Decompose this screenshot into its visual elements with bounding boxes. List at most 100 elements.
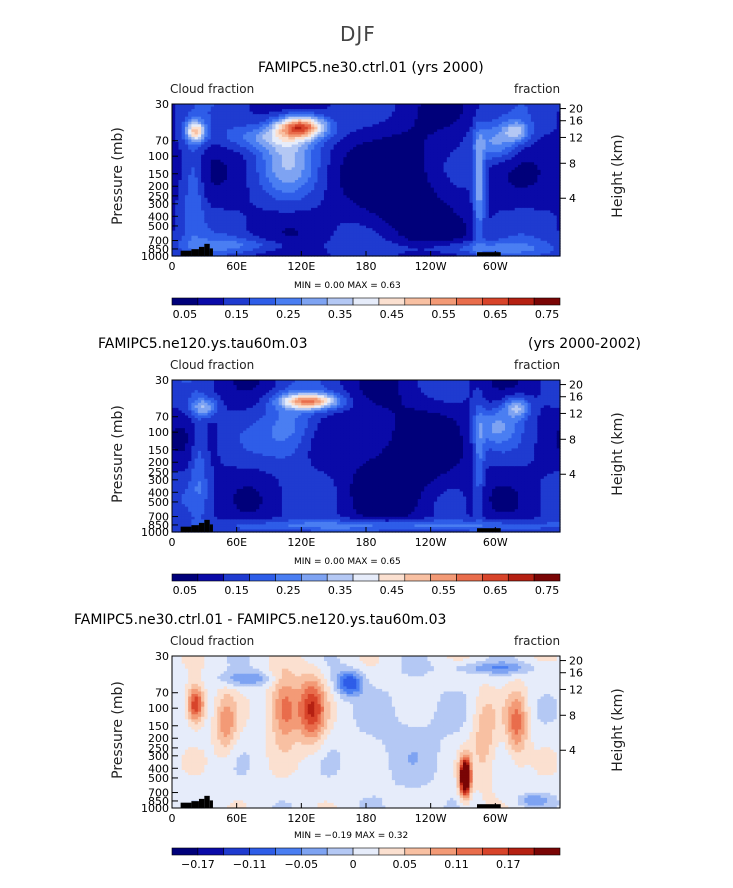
field-cell: [191, 228, 196, 232]
field-cell: [204, 104, 209, 108]
field-cell: [291, 169, 296, 173]
field-cell: [395, 223, 399, 227]
field-cell: [437, 210, 441, 214]
field-cell: [398, 220, 403, 224]
field-cell: [269, 109, 273, 113]
field-cell: [278, 210, 283, 214]
field-cell: [420, 238, 425, 242]
field-cell: [320, 157, 325, 161]
field-cell: [427, 172, 432, 176]
field-cell: [340, 210, 344, 214]
field-cell: [291, 205, 296, 209]
field-cell: [265, 253, 270, 257]
field-cell: [214, 185, 218, 189]
field-cell: [433, 114, 438, 118]
field-cell: [311, 177, 315, 181]
field-cell: [417, 190, 422, 194]
field-cell: [424, 190, 429, 194]
field-cell: [349, 147, 354, 151]
field-cell: [285, 225, 289, 229]
field-cell: [236, 157, 241, 161]
field-cell: [343, 200, 348, 204]
field-cell: [427, 147, 432, 151]
field-cell: [408, 157, 412, 161]
field-cell: [188, 154, 192, 158]
field-cell: [304, 136, 309, 141]
field-cell: [398, 210, 403, 214]
field-cell: [437, 253, 441, 257]
field-cell: [197, 136, 202, 141]
field-cell: [265, 197, 270, 201]
field-cell: [291, 119, 296, 123]
field-cell: [353, 212, 357, 217]
field-cell: [336, 182, 341, 186]
field-cell: [184, 131, 189, 135]
field-cell: [430, 114, 435, 118]
field-cell: [349, 245, 354, 249]
field-cell: [204, 136, 209, 141]
field-cell: [246, 243, 251, 247]
field-cell: [378, 248, 383, 252]
field-cell: [214, 192, 218, 196]
field-cell: [275, 250, 280, 255]
field-cell: [304, 111, 309, 115]
field-cell: [220, 154, 225, 158]
field-cell: [424, 162, 429, 166]
field-cell: [285, 180, 289, 184]
field-cell: [184, 177, 189, 181]
field-cell: [433, 121, 438, 125]
field-cell: [433, 162, 438, 166]
field-cell: [269, 106, 273, 110]
field-cell: [230, 129, 235, 133]
field-cell: [256, 185, 260, 189]
field-cell: [172, 144, 176, 148]
field-cell: [269, 114, 273, 118]
field-cell: [281, 142, 286, 146]
field-cell: [301, 212, 306, 217]
field-cell: [230, 253, 235, 257]
field-cell: [401, 159, 406, 163]
field-cell: [307, 167, 312, 171]
field-cell: [343, 109, 348, 113]
field-cell: [437, 147, 441, 151]
field-cell: [327, 212, 332, 217]
field-cell: [236, 129, 241, 133]
field-cell: [395, 159, 399, 163]
field-cell: [414, 124, 419, 128]
field-cell: [246, 212, 251, 217]
field-cell: [414, 121, 419, 125]
field-cell: [433, 233, 438, 237]
field-cell: [236, 126, 241, 130]
field-cell: [430, 142, 435, 146]
field-cell: [226, 164, 231, 168]
field-cell: [217, 136, 222, 141]
field-cell: [420, 121, 425, 125]
field-cell: [272, 129, 277, 133]
field-cell: [275, 167, 280, 171]
field-cell: [275, 169, 280, 173]
field-cell: [265, 167, 270, 171]
field-cell: [239, 162, 244, 166]
field-cell: [301, 210, 306, 214]
field-cell: [239, 134, 244, 138]
field-cell: [327, 162, 332, 166]
field-cell: [311, 205, 315, 209]
field-cell: [175, 250, 180, 255]
field-cell: [391, 126, 396, 130]
field-cell: [314, 139, 319, 143]
field-cell: [311, 215, 315, 219]
field-cell: [220, 169, 225, 173]
field-cell: [262, 164, 267, 168]
field-cell: [333, 154, 338, 158]
field-cell: [259, 131, 264, 135]
field-cell: [291, 104, 296, 108]
field-cell: [369, 180, 374, 184]
field-cell: [191, 197, 196, 201]
field-cell: [210, 162, 215, 166]
field-cell: [320, 104, 325, 108]
field-cell: [230, 182, 235, 186]
field-cell: [359, 157, 364, 161]
field-cell: [285, 238, 289, 242]
field-cell: [333, 149, 338, 153]
field-cell: [408, 200, 412, 204]
